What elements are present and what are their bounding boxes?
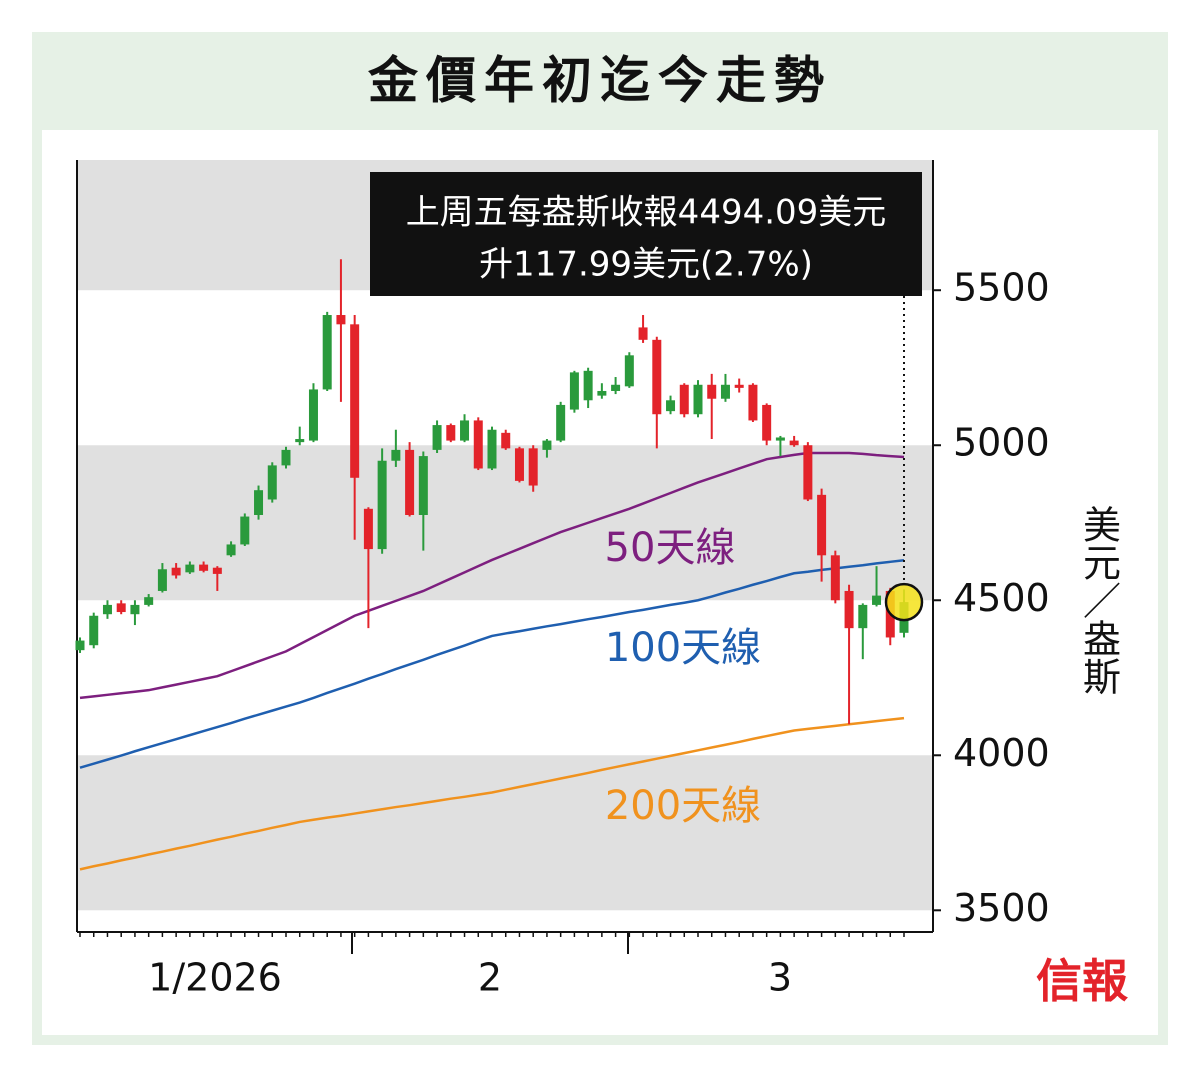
candle-body bbox=[363, 508, 373, 550]
y-tick-label: 3500 bbox=[953, 886, 1050, 930]
candle-body bbox=[638, 327, 648, 340]
candle-body bbox=[254, 490, 264, 515]
candle-body bbox=[858, 604, 868, 629]
ma-line bbox=[79, 559, 905, 769]
candle-body bbox=[199, 564, 209, 571]
candle-body bbox=[102, 604, 112, 615]
candle-body bbox=[281, 449, 291, 466]
legend-label: 100天線 bbox=[605, 625, 761, 671]
candle-body bbox=[748, 384, 758, 421]
y-tick-label: 5500 bbox=[953, 266, 1050, 310]
candle-body bbox=[130, 604, 140, 615]
logo: 信報 bbox=[1036, 954, 1128, 1008]
x-tick-label: 2 bbox=[478, 956, 502, 1000]
candle-body bbox=[707, 384, 717, 399]
candle-body bbox=[157, 569, 167, 591]
candle-body bbox=[185, 564, 195, 573]
candle-body bbox=[775, 437, 785, 441]
candle-body bbox=[116, 603, 126, 613]
candle-body bbox=[432, 425, 442, 450]
candle-body bbox=[652, 339, 662, 415]
band bbox=[77, 755, 933, 911]
candle-body bbox=[611, 384, 621, 391]
legend-label: 50天線 bbox=[605, 525, 736, 571]
x-tick-label: 3 bbox=[768, 956, 792, 1000]
ma-line bbox=[79, 716, 905, 871]
highlight-point bbox=[884, 582, 924, 622]
annotation-text: 上周五每盎斯收報4494.09美元 bbox=[406, 193, 887, 233]
candle-body bbox=[583, 370, 593, 401]
candle-body bbox=[75, 640, 85, 651]
candle-body bbox=[872, 595, 882, 605]
candle-body bbox=[693, 384, 703, 415]
candle-body bbox=[501, 432, 511, 449]
candle-body bbox=[446, 425, 456, 441]
candle-body bbox=[240, 516, 250, 545]
y-tick-label: 4500 bbox=[953, 576, 1050, 620]
candle-body bbox=[844, 590, 854, 629]
chart-title: 金價年初迄今走勢 bbox=[368, 52, 832, 110]
candle-body bbox=[295, 439, 305, 443]
candle-body bbox=[817, 494, 827, 556]
candle-body bbox=[391, 449, 401, 461]
candle-body bbox=[720, 384, 730, 399]
candle-body bbox=[308, 389, 318, 441]
candle-body bbox=[226, 544, 236, 556]
candle-body bbox=[322, 315, 332, 390]
candle-body bbox=[803, 445, 813, 500]
candle-body bbox=[528, 448, 538, 486]
candle-body bbox=[171, 567, 181, 576]
candle-body bbox=[569, 372, 579, 410]
candle-body bbox=[212, 567, 222, 574]
candle-body bbox=[679, 384, 689, 415]
candle-body bbox=[514, 448, 524, 481]
candle-body bbox=[830, 555, 840, 601]
candle-body bbox=[556, 404, 566, 441]
candle-body bbox=[405, 449, 415, 515]
candle-body bbox=[666, 400, 676, 412]
candle-body bbox=[418, 456, 428, 515]
ma-line bbox=[79, 451, 905, 700]
candle-body bbox=[734, 384, 744, 388]
y-tick-label: 5000 bbox=[953, 421, 1050, 465]
y-tick-label: 4000 bbox=[953, 731, 1050, 775]
candle-body bbox=[762, 404, 772, 441]
candle-body bbox=[377, 460, 387, 550]
annotation-text: 升117.99美元(2.7%) bbox=[479, 245, 813, 285]
x-tick-label: 1/2026 bbox=[148, 956, 282, 1000]
candle-body bbox=[597, 390, 607, 396]
candle-body bbox=[89, 615, 99, 646]
candle-body bbox=[144, 597, 154, 605]
legend-label: 200天線 bbox=[605, 783, 761, 829]
candle-body bbox=[336, 315, 346, 325]
y-axis-label: 美元／盎斯 bbox=[1077, 505, 1121, 695]
candle-body bbox=[789, 440, 799, 446]
annotation-box bbox=[370, 172, 922, 296]
candle-body bbox=[267, 465, 277, 500]
candle-body bbox=[624, 355, 634, 387]
candle-body bbox=[460, 420, 470, 441]
candle-body bbox=[487, 429, 497, 469]
candle-body bbox=[542, 440, 552, 450]
candle-body bbox=[473, 420, 483, 469]
candle-body bbox=[350, 324, 360, 478]
